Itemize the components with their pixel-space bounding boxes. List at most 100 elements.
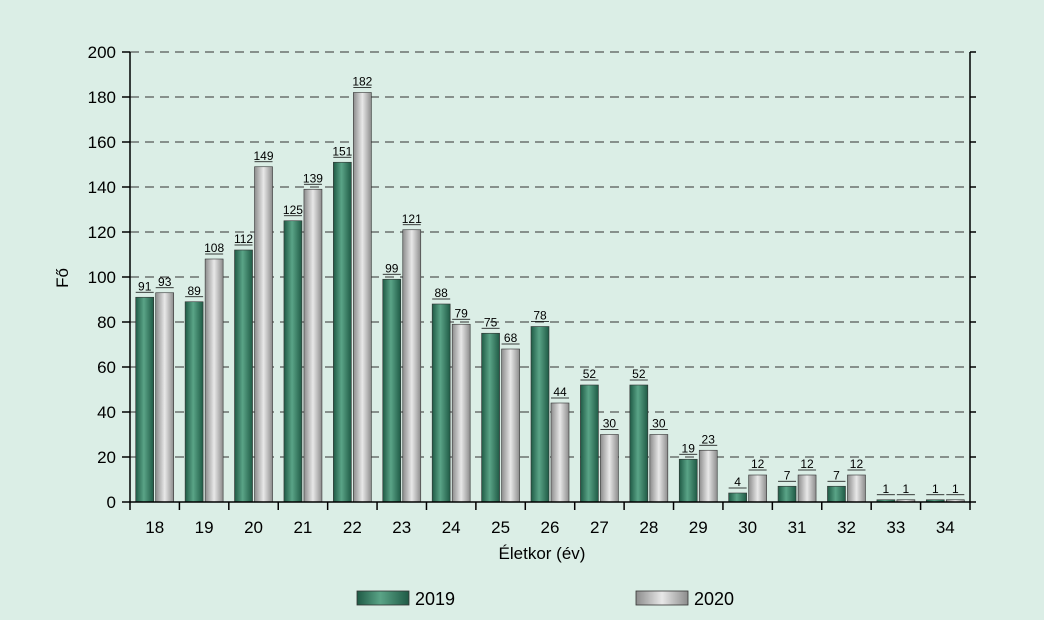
x-tick-label: 28 xyxy=(639,518,658,537)
value-label: 23 xyxy=(702,432,716,446)
y-tick-label: 180 xyxy=(88,88,116,107)
legend-swatch-2019 xyxy=(356,590,410,606)
value-label: 182 xyxy=(352,75,372,89)
value-label: 89 xyxy=(187,284,201,298)
value-label: 30 xyxy=(652,417,666,431)
bar-2019-24 xyxy=(431,303,451,503)
value-label: 93 xyxy=(158,275,172,289)
y-tick-label: 140 xyxy=(88,178,116,197)
x-tick-label: 21 xyxy=(293,518,312,537)
bar-2020-23 xyxy=(402,229,422,503)
value-label: 78 xyxy=(533,309,547,323)
bar-2020-25 xyxy=(501,348,520,503)
bar-2019-25 xyxy=(481,332,500,503)
value-label: 99 xyxy=(385,261,399,275)
bar-2019-21 xyxy=(283,220,303,503)
value-label: 149 xyxy=(254,149,274,163)
bar-2020-26 xyxy=(550,402,570,503)
y-tick-label: 40 xyxy=(97,403,116,422)
x-tick-label: 32 xyxy=(837,518,856,537)
value-label: 75 xyxy=(484,315,498,329)
y-tick-label: 0 xyxy=(107,493,116,512)
x-tick-label: 27 xyxy=(590,518,609,537)
value-label: 112 xyxy=(234,232,253,246)
x-tick-label: 34 xyxy=(936,518,955,537)
value-label: 79 xyxy=(454,306,468,320)
x-tick-label: 30 xyxy=(738,518,757,537)
value-label: 52 xyxy=(632,367,646,381)
bar-2019-18 xyxy=(135,296,155,503)
value-label: 139 xyxy=(303,171,323,185)
value-label: 88 xyxy=(434,286,448,300)
bar-2019-31 xyxy=(777,485,797,503)
value-label: 68 xyxy=(504,331,518,345)
x-tick-label: 29 xyxy=(689,518,708,537)
bar-2020-27 xyxy=(600,434,619,503)
bar-2020-30 xyxy=(748,474,767,503)
bar-2020-19 xyxy=(204,258,224,503)
bar-2020-29 xyxy=(698,449,718,503)
bar-2019-19 xyxy=(184,301,204,503)
bar-2020-31 xyxy=(797,474,817,503)
legend-label-2020: 2020 xyxy=(694,589,734,609)
y-tick-label: 80 xyxy=(97,313,116,332)
value-label: 4 xyxy=(734,475,741,489)
x-tick-label: 26 xyxy=(541,518,560,537)
y-tick-label: 60 xyxy=(97,358,116,377)
value-label: 1 xyxy=(903,482,910,496)
value-label: 12 xyxy=(751,457,765,471)
x-tick-label: 22 xyxy=(343,518,362,537)
bar-2019-29 xyxy=(678,458,698,503)
legend: 2019 2020 xyxy=(356,589,734,609)
bar-2019-22 xyxy=(333,161,352,503)
y-tick-label: 20 xyxy=(97,448,116,467)
x-tick-label: 18 xyxy=(145,518,164,537)
y-tick-label: 100 xyxy=(88,268,116,287)
y-tick-label: 160 xyxy=(88,133,116,152)
value-label: 19 xyxy=(682,441,696,455)
bar-2020-28 xyxy=(649,434,669,503)
value-label: 30 xyxy=(603,417,617,431)
value-label: 12 xyxy=(850,457,864,471)
bar-2020-22 xyxy=(353,92,372,503)
bar-2019-23 xyxy=(382,278,402,503)
legend-label-2019: 2019 xyxy=(415,589,455,609)
y-tick-label: 120 xyxy=(88,223,116,242)
x-tick-label: 25 xyxy=(491,518,510,537)
bar-2020-18 xyxy=(155,292,175,503)
bar-2020-32 xyxy=(847,474,866,503)
x-tick-label: 19 xyxy=(195,518,214,537)
value-label: 1 xyxy=(883,482,890,496)
value-label: 125 xyxy=(283,203,303,217)
x-tick-label: 24 xyxy=(442,518,461,537)
x-tick-label: 23 xyxy=(392,518,411,537)
value-label: 151 xyxy=(332,144,352,158)
bar-2019-26 xyxy=(530,326,550,503)
x-tick-label: 33 xyxy=(886,518,905,537)
bar-2019-28 xyxy=(629,384,649,503)
bar-2020-24 xyxy=(451,323,471,503)
bar-2020-20 xyxy=(254,166,273,503)
x-axis-title: Életkor (év) xyxy=(499,544,586,563)
value-label: 121 xyxy=(402,212,422,226)
value-label: 52 xyxy=(583,367,597,381)
axes xyxy=(122,51,976,510)
bar-2019-30 xyxy=(728,492,747,503)
value-label: 1 xyxy=(932,482,939,496)
y-axis-title: Fő xyxy=(53,268,72,288)
value-label: 1 xyxy=(952,482,959,496)
x-tick-label: 20 xyxy=(244,518,263,537)
y-tick-label: 200 xyxy=(88,43,116,62)
bar-2019-27 xyxy=(580,384,599,503)
bars xyxy=(135,92,965,503)
value-label: 108 xyxy=(204,241,224,255)
value-label: 44 xyxy=(553,385,567,399)
legend-swatch-2020 xyxy=(635,590,689,606)
bar-2019-20 xyxy=(234,249,253,503)
x-tick-label: 31 xyxy=(788,518,807,537)
value-label: 7 xyxy=(833,468,840,482)
value-label: 7 xyxy=(784,468,791,482)
